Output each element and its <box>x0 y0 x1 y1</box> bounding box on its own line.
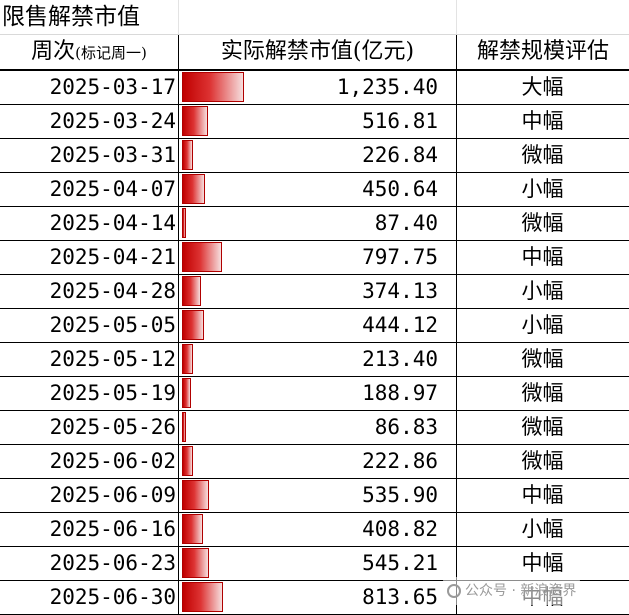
week-cell: 2025-04-28 <box>49 279 176 303</box>
data-bar <box>182 514 203 544</box>
scale-cell: 微幅 <box>521 381 564 405</box>
value-cell: 535.90 <box>362 483 438 507</box>
scale-cell: 微幅 <box>521 415 564 439</box>
value-cell: 797.75 <box>362 245 438 269</box>
scale-cell: 微幅 <box>521 143 564 167</box>
table-row: 2025-04-21 797.75 中幅 <box>0 240 629 275</box>
value-cell: 444.12 <box>362 313 438 337</box>
week-cell: 2025-03-17 <box>49 75 176 99</box>
data-bar <box>182 480 209 510</box>
value-cell: 408.82 <box>362 517 438 541</box>
week-cell: 2025-06-30 <box>49 585 176 609</box>
data-bar <box>182 106 208 136</box>
week-cell: 2025-03-24 <box>49 109 176 133</box>
value-cell: 450.64 <box>362 177 438 201</box>
table-row: 2025-06-02 222.86 微幅 <box>0 444 629 479</box>
gridline <box>456 0 457 34</box>
table-row: 2025-06-16 408.82 小幅 <box>0 512 629 547</box>
value-cell: 1,235.40 <box>336 75 438 99</box>
title-row: 限售解禁市值 <box>0 0 629 35</box>
table-row: 2025-03-24 516.81 中幅 <box>0 104 629 139</box>
week-cell: 2025-06-16 <box>49 517 176 541</box>
data-bar <box>182 548 209 578</box>
data-bar <box>182 174 205 204</box>
value-cell: 226.84 <box>362 143 438 167</box>
week-cell: 2025-04-21 <box>49 245 176 269</box>
table-row: 2025-03-17 1,235.40 大幅 <box>0 70 629 105</box>
header-week: 周次(标记周一) <box>31 39 147 64</box>
value-cell: 188.97 <box>362 381 438 405</box>
scale-cell: 中幅 <box>521 483 564 507</box>
data-bar <box>182 378 191 408</box>
week-cell: 2025-05-05 <box>49 313 176 337</box>
week-cell: 2025-05-12 <box>49 347 176 371</box>
header-scale: 解禁规模评估 <box>476 39 609 64</box>
wechat-icon <box>447 584 461 598</box>
table-row: 2025-05-05 444.12 小幅 <box>0 308 629 343</box>
data-bar <box>182 412 186 442</box>
data-bar <box>182 276 201 306</box>
table-row: 2025-04-14 87.40 微幅 <box>0 206 629 241</box>
watermark: 公众号 · 新浪资界 <box>443 577 581 605</box>
data-bar <box>182 208 186 238</box>
week-cell: 2025-04-14 <box>49 211 176 235</box>
scale-cell: 小幅 <box>521 279 564 303</box>
scale-cell: 微幅 <box>521 347 564 371</box>
header-value: 实际解禁市值(亿元) <box>220 39 415 64</box>
scale-cell: 中幅 <box>521 109 564 133</box>
table-row: 2025-03-31 226.84 微幅 <box>0 138 629 173</box>
week-cell: 2025-03-31 <box>49 143 176 167</box>
data-bar <box>182 344 193 374</box>
scale-cell: 微幅 <box>521 211 564 235</box>
value-cell: 87.40 <box>374 211 438 235</box>
value-cell: 374.13 <box>362 279 438 303</box>
table-row: 2025-04-28 374.13 小幅 <box>0 274 629 309</box>
value-cell: 813.65 <box>362 585 438 609</box>
gridline <box>178 0 179 34</box>
table-header: 周次(标记周一) 实际解禁市值(亿元) 解禁规模评估 <box>0 35 629 71</box>
table-row: 2025-06-09 535.90 中幅 <box>0 478 629 513</box>
value-cell: 213.40 <box>362 347 438 371</box>
scale-cell: 中幅 <box>521 245 564 269</box>
data-bar <box>182 72 244 102</box>
scale-cell: 小幅 <box>521 177 564 201</box>
week-cell: 2025-06-09 <box>49 483 176 507</box>
data-bar <box>182 310 204 340</box>
table-row: 2025-06-23 545.21 中幅 <box>0 546 629 581</box>
week-cell: 2025-05-26 <box>49 415 176 439</box>
value-cell: 222.86 <box>362 449 438 473</box>
value-cell: 86.83 <box>374 415 438 439</box>
table-row: 2025-05-26 86.83 微幅 <box>0 410 629 445</box>
scale-cell: 微幅 <box>521 449 564 473</box>
data-bar <box>182 582 223 612</box>
scale-cell: 中幅 <box>521 551 564 575</box>
week-cell: 2025-04-07 <box>49 177 176 201</box>
table-row: 2025-04-07 450.64 小幅 <box>0 172 629 207</box>
week-cell: 2025-06-02 <box>49 449 176 473</box>
sheet-title: 限售解禁市值 <box>2 4 140 30</box>
table-row: 2025-05-12 213.40 微幅 <box>0 342 629 377</box>
week-cell: 2025-06-23 <box>49 551 176 575</box>
column-divider <box>456 35 457 614</box>
week-cell: 2025-05-19 <box>49 381 176 405</box>
scale-cell: 大幅 <box>521 75 564 99</box>
value-cell: 545.21 <box>362 551 438 575</box>
value-cell: 516.81 <box>362 109 438 133</box>
table-row: 2025-05-19 188.97 微幅 <box>0 376 629 411</box>
scale-cell: 小幅 <box>521 313 564 337</box>
data-bar <box>182 140 193 170</box>
column-divider <box>178 35 179 614</box>
data-bar <box>182 446 193 476</box>
data-bar <box>182 242 222 272</box>
scale-cell: 小幅 <box>521 517 564 541</box>
